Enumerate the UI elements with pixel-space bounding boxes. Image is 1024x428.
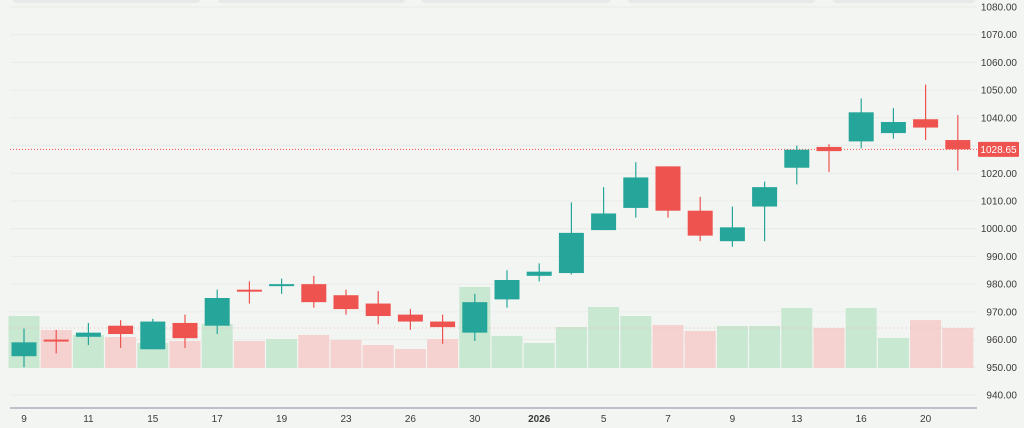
time-tick-label: 26 [405,414,417,425]
price-tick-label: 1080.00 [981,3,1018,14]
price-tick-label: 1040.00 [981,113,1018,124]
price-tick-label: 950.00 [986,363,1017,374]
toolbar-tab-3[interactable] [422,0,610,2]
toolbar-tab-2[interactable] [218,0,405,2]
volume-bar [877,338,909,368]
candle[interactable] [397,309,423,330]
candle[interactable] [365,291,391,325]
time-tick-label: 20 [920,414,932,425]
price-tick-label: 980.00 [986,280,1017,291]
candles [11,84,971,368]
grid-lines [10,6,977,396]
volume-bars [8,287,974,368]
candle[interactable] [301,275,327,308]
volume-bar [684,331,716,368]
volume-bar [652,325,684,368]
time-tick-label: 30 [469,414,481,425]
volume-bar [233,341,265,368]
candle[interactable] [752,181,778,242]
volume-bar [555,327,587,368]
price-tick-label: 940.00 [986,391,1017,402]
time-tick-label: 9 [730,414,736,425]
candle[interactable] [430,314,456,344]
candle[interactable] [913,84,939,141]
volume-bar [781,308,813,368]
price-tick-label: 1020.00 [981,169,1018,180]
time-tick-label: 2026 [528,414,551,425]
candle[interactable] [462,293,488,341]
candle[interactable] [623,162,649,218]
volume-bar [362,345,394,368]
candle[interactable] [687,196,713,242]
time-tick-label: 13 [791,414,803,425]
last-price-badge: 1028.65 [978,141,1019,157]
candle[interactable] [558,202,584,275]
time-tick-label: 15 [147,414,159,425]
volume-bar [394,349,426,368]
candle[interactable] [43,329,69,354]
volume-bar [620,316,652,368]
time-axis[interactable]: 9 11 15 17 19 23 26 30 2026 5 7 9 13 16 20 [21,414,931,425]
last-price-value: 1028.65 [980,145,1017,156]
volume-bar [749,326,781,368]
volume-bar [298,335,330,368]
price-tick-label: 990.00 [986,252,1017,263]
candle[interactable] [269,278,295,294]
toolbar-tab-5[interactable] [833,0,975,2]
candle[interactable] [204,289,230,335]
price-tick-label: 1010.00 [981,197,1018,208]
time-tick-label: 11 [83,414,94,425]
candle[interactable] [494,270,520,308]
candle[interactable] [655,166,681,218]
candle[interactable] [333,289,359,315]
volume-bar [491,336,523,368]
price-tick-label: 1000.00 [981,224,1018,235]
candle[interactable] [75,322,101,346]
candle[interactable] [719,206,745,247]
candle[interactable] [945,115,971,171]
time-tick-label: 23 [340,414,352,425]
time-tick-label: 7 [665,414,671,425]
volume-bar [523,343,555,368]
toolbar-tab-4[interactable] [628,0,815,2]
toolbar-tab-1[interactable] [13,0,200,2]
candle[interactable] [816,144,842,172]
candle[interactable] [526,263,552,282]
time-tick-label: 17 [212,414,224,425]
time-tick-label: 9 [21,414,27,425]
volume-bar [942,328,974,368]
candle[interactable] [848,98,874,149]
candle[interactable] [172,314,198,348]
price-tick-label: 1060.00 [981,58,1018,69]
candle[interactable] [880,108,906,139]
time-tick-label: 5 [601,414,607,425]
volume-bar [266,339,298,368]
time-tick-label: 16 [856,414,868,425]
volume-bar [845,308,877,368]
price-axis[interactable]: 1080.00 1070.00 1060.00 1050.00 1040.00 1020.… [981,3,1018,402]
volume-bar [588,307,620,368]
candle[interactable] [591,187,617,231]
candle[interactable] [784,145,810,185]
volume-bar [910,320,942,368]
price-tick-label: 1050.00 [981,86,1018,97]
volume-bar [716,326,748,368]
volume-bar [330,340,362,368]
price-tick-label: 970.00 [986,307,1017,318]
volume-bar [427,339,459,368]
candle[interactable] [140,318,166,350]
time-tick-label: 19 [276,414,288,425]
price-tick-label: 960.00 [986,335,1017,346]
volume-bar [813,328,845,368]
candle[interactable] [108,320,134,348]
candle[interactable] [236,281,262,304]
price-tick-label: 1070.00 [981,30,1018,41]
candle[interactable] [11,328,37,368]
